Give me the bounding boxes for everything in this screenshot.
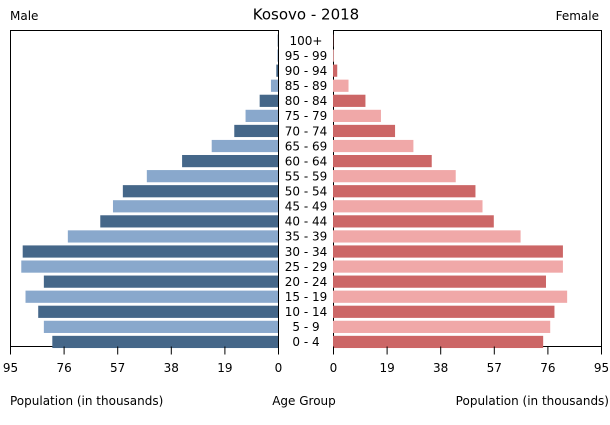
male-side-label: Male <box>10 9 38 23</box>
female-bar <box>333 170 456 183</box>
female-bar <box>333 124 396 138</box>
male-x-axis: 95 76 57 38 19 0 <box>3 346 283 375</box>
male-bar <box>38 305 278 318</box>
female-bar <box>333 245 563 258</box>
male-x-tick-label: 38 <box>164 361 179 375</box>
age-group-label: 35 - 39 <box>285 230 328 244</box>
age-group-label: 50 - 54 <box>285 185 328 199</box>
age-group-label: 20 - 24 <box>285 275 328 289</box>
age-group-label: 15 - 19 <box>285 290 328 304</box>
age-group-label: 95 - 99 <box>285 49 328 63</box>
male-bar <box>22 245 279 258</box>
age-group-label: 5 - 9 <box>292 320 319 334</box>
male-x-tick-label: 95 <box>3 361 18 375</box>
female-bar <box>333 79 349 92</box>
chart-title: Kosovo - 2018 <box>253 6 359 24</box>
age-group-label: 60 - 64 <box>285 154 328 168</box>
male-bar <box>245 109 278 122</box>
age-group-label: 75 - 79 <box>285 109 328 123</box>
age-group-axis-title: Age Group <box>272 394 336 408</box>
female-bar <box>333 320 551 333</box>
age-group-label: 0 - 4 <box>292 335 319 349</box>
female-bar <box>333 94 366 107</box>
age-group-label: 70 - 74 <box>285 124 328 138</box>
female-bar <box>333 260 563 273</box>
male-bar <box>43 320 278 333</box>
age-group-label: 90 - 94 <box>285 64 328 78</box>
age-group-label: 45 - 49 <box>285 200 328 214</box>
male-bar <box>211 139 278 153</box>
female-x-axis: 0 19 38 57 76 95 <box>330 346 609 375</box>
male-bar <box>182 154 278 168</box>
female-bar <box>333 275 546 288</box>
male-x-tick-label: 57 <box>110 361 125 375</box>
age-group-label: 30 - 34 <box>285 245 328 259</box>
male-bar <box>21 260 278 273</box>
male-bar <box>122 185 278 198</box>
age-group-label: 80 - 84 <box>285 94 328 108</box>
female-bar <box>333 290 568 303</box>
female-x-tick-label: 19 <box>379 361 394 375</box>
age-group-label: 85 - 89 <box>285 79 328 93</box>
male-x-tick-label: 76 <box>56 361 71 375</box>
age-group-label: 55 - 59 <box>285 169 328 183</box>
female-bar <box>333 139 414 153</box>
female-bar <box>333 49 334 62</box>
age-group-label: 100+ <box>290 34 323 48</box>
female-x-tick-label: 76 <box>540 361 555 375</box>
female-side-label: Female <box>556 9 599 23</box>
male-bar <box>234 124 278 138</box>
male-bar <box>277 49 278 62</box>
female-bar <box>333 215 494 228</box>
male-bar <box>52 335 278 349</box>
female-x-tick-label: 38 <box>433 361 448 375</box>
female-x-tick-label: 95 <box>594 361 609 375</box>
female-bar <box>333 230 521 243</box>
female-x-tick-label: 57 <box>487 361 502 375</box>
male-bars <box>21 34 279 349</box>
age-group-label: 65 - 69 <box>285 139 328 153</box>
male-bar <box>25 290 278 303</box>
male-bar <box>112 200 279 213</box>
male-bar <box>276 64 278 77</box>
age-group-label: 25 - 29 <box>285 260 328 274</box>
female-bar <box>333 154 432 168</box>
female-bar <box>333 109 381 122</box>
male-x-tick-label: 19 <box>217 361 232 375</box>
female-bar <box>333 305 555 318</box>
female-bar <box>333 64 338 77</box>
female-bar <box>333 200 483 213</box>
female-bar <box>333 335 544 349</box>
age-group-label: 40 - 44 <box>285 215 328 229</box>
female-x-axis-title: Population (in thousands) <box>456 394 609 408</box>
male-x-axis-title: Population (in thousands) <box>10 394 163 408</box>
female-x-tick-label: 0 <box>330 361 338 375</box>
male-bar <box>259 94 278 107</box>
male-bar <box>43 275 278 288</box>
female-bar <box>333 185 476 198</box>
male-bar <box>146 170 278 183</box>
female-bars <box>333 34 568 349</box>
male-bar <box>67 230 279 243</box>
male-x-tick-label: 0 <box>275 361 283 375</box>
male-bar <box>270 79 278 92</box>
age-group-label: 10 - 14 <box>285 305 328 319</box>
male-bar <box>100 215 278 228</box>
